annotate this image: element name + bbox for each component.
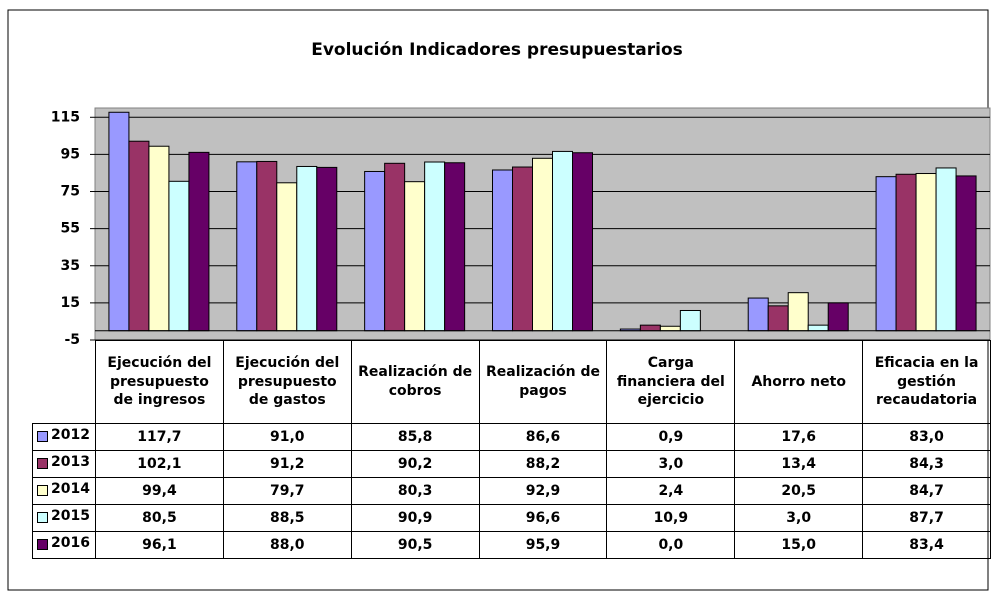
data-label: 10,9: [606, 504, 736, 532]
bar: [236, 161, 258, 332]
category-label: Ahorro neto: [734, 340, 864, 424]
bar: [935, 167, 957, 332]
legend-label: 2013: [51, 454, 90, 470]
legend-label: 2015: [51, 508, 90, 524]
data-label: 96,1: [95, 531, 224, 559]
bar: [552, 150, 573, 332]
bar: [767, 305, 789, 332]
data-label: 15,0: [734, 531, 864, 559]
bar: [572, 152, 593, 332]
y-tick-label: 15: [61, 295, 80, 311]
data-label: 3,0: [606, 450, 736, 478]
bar: [296, 165, 318, 332]
data-label: 79,7: [222, 477, 352, 505]
bar: [747, 297, 769, 332]
bar: [256, 160, 278, 332]
data-label: 83,0: [862, 423, 991, 451]
category-label: Ejecución del presupuesto de gastos: [222, 340, 352, 424]
category-label: Carga financiera del ejercicio: [606, 340, 736, 424]
data-label: 90,5: [350, 531, 480, 559]
category-label: Ejecución del presupuesto de ingresos: [95, 340, 224, 424]
legend-key: [37, 485, 48, 496]
data-label: 85,8: [350, 423, 480, 451]
data-label: 84,7: [862, 477, 991, 505]
data-label: 102,1: [95, 450, 224, 478]
bar: [915, 173, 937, 332]
bar: [108, 111, 130, 332]
bar: [512, 166, 533, 332]
data-label: 90,9: [350, 504, 480, 532]
data-label: 91,0: [222, 423, 352, 451]
legend-label: 2012: [51, 427, 90, 443]
data-label: 80,3: [350, 477, 480, 505]
data-label: 13,4: [734, 450, 864, 478]
bar: [492, 169, 513, 332]
data-label: 84,3: [862, 450, 991, 478]
y-tick-label: 35: [61, 258, 80, 274]
bar: [807, 324, 829, 332]
bar: [639, 324, 661, 332]
data-label: 83,4: [862, 531, 991, 559]
bar: [895, 173, 917, 332]
bar: [404, 181, 426, 332]
chart-title: Evolución Indicadores presupuestarios: [311, 40, 683, 60]
legend-key: [37, 458, 48, 469]
bar: [659, 325, 681, 332]
data-label: 117,7: [95, 423, 224, 451]
data-label: 92,9: [478, 477, 608, 505]
category-label: Realización de cobros: [350, 340, 480, 424]
bar: [955, 175, 977, 332]
y-tick-label: 55: [61, 221, 80, 237]
data-label: 0,0: [606, 531, 736, 559]
bar: [875, 176, 897, 332]
bar: [424, 161, 446, 332]
legend-key: [37, 539, 48, 550]
legend-key: [37, 512, 48, 523]
data-label: 3,0: [734, 504, 864, 532]
data-label: 80,5: [95, 504, 224, 532]
legend-label: 2014: [51, 481, 90, 497]
data-label: 88,0: [222, 531, 352, 559]
bar: [168, 180, 190, 332]
y-tick-label: -5: [64, 332, 80, 348]
bar: [787, 292, 809, 332]
category-label: Eficacia en la gestión recaudatoria: [862, 340, 991, 424]
bar: [532, 157, 553, 332]
bar: [128, 140, 150, 332]
data-label: 91,2: [222, 450, 352, 478]
data-label: 88,2: [478, 450, 608, 478]
data-label: 86,6: [478, 423, 608, 451]
bar: [276, 182, 298, 332]
bar: [384, 162, 406, 332]
y-tick-label: 75: [61, 184, 80, 200]
bar: [827, 302, 849, 332]
bar: [188, 151, 210, 332]
bar: [444, 162, 466, 332]
legend-key: [37, 431, 48, 442]
legend-label: 2016: [51, 535, 90, 551]
y-tick-label: 95: [61, 146, 80, 162]
data-label: 0,9: [606, 423, 736, 451]
category-label: Realización de pagos: [478, 340, 608, 424]
bar: [679, 309, 701, 332]
data-label: 90,2: [350, 450, 480, 478]
data-label: 17,6: [734, 423, 864, 451]
y-tick-label: 115: [51, 109, 80, 125]
bar: [148, 145, 170, 332]
data-label: 88,5: [222, 504, 352, 532]
data-label: 96,6: [478, 504, 608, 532]
data-label: 95,9: [478, 531, 608, 559]
data-label: 2,4: [606, 477, 736, 505]
data-label: 99,4: [95, 477, 224, 505]
data-label: 20,5: [734, 477, 864, 505]
bar: [364, 170, 386, 332]
bar: [316, 166, 338, 332]
data-label: 87,7: [862, 504, 991, 532]
